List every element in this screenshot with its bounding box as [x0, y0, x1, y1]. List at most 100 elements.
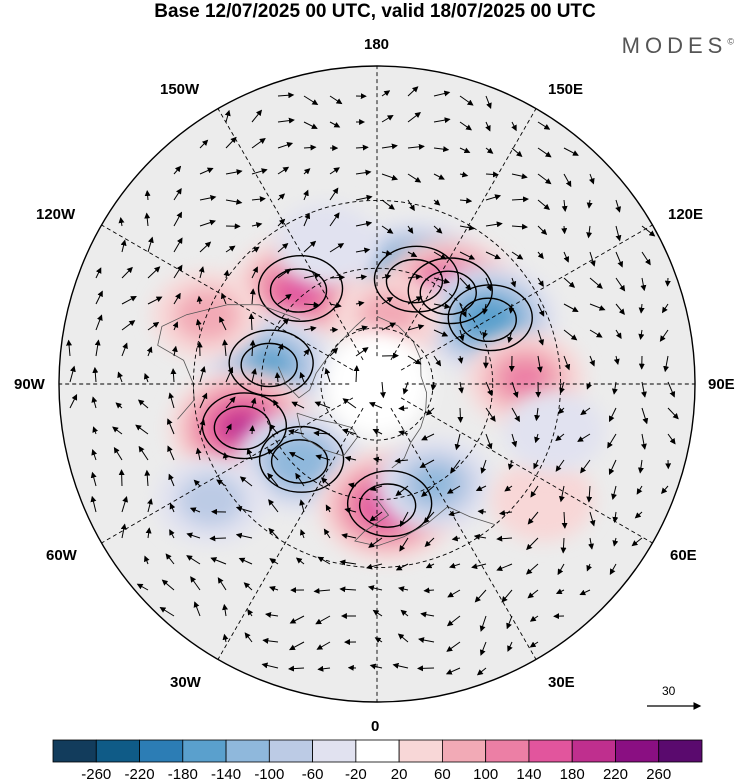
wind-arrow [143, 372, 150, 383]
wind-arrow [379, 381, 386, 399]
wind-arrow [147, 321, 160, 331]
wind-arrow [667, 407, 679, 420]
wind-arrow [173, 237, 183, 253]
wind-arrow [186, 555, 201, 565]
wind-arrow [589, 251, 596, 267]
modes-logo: MODES© [622, 33, 734, 59]
anomaly-center-12 [491, 458, 595, 542]
wind-arrow [251, 368, 257, 383]
wind-arrow [295, 557, 305, 565]
colorbar-tick: 100 [473, 766, 499, 783]
wind-arrow [637, 459, 644, 474]
wind-arrow [511, 407, 520, 423]
wind-arrow [458, 329, 465, 342]
wind-arrow [537, 147, 552, 158]
wind-arrow [631, 537, 643, 547]
wind-arrow [199, 139, 209, 149]
wind-arrow [325, 504, 332, 513]
wind-arrow [407, 111, 421, 123]
wind-arrow [95, 267, 102, 279]
coastline-segment [376, 316, 428, 469]
contour-line [258, 425, 345, 493]
wind-arrow [223, 269, 230, 279]
wind-arrow [607, 433, 617, 449]
wind-arrow [511, 173, 528, 180]
wind-arrow [341, 533, 357, 539]
wind-arrow [563, 329, 578, 341]
wind-arrow [445, 667, 461, 675]
wind-arrow [277, 117, 295, 124]
label-90w: 90W [14, 376, 45, 393]
wind-arrow [482, 329, 488, 339]
contour-line [346, 470, 433, 538]
wind-arrow [485, 121, 491, 132]
wind-arrow [407, 355, 422, 365]
wind-arrow [267, 448, 279, 461]
wind-arrow [303, 189, 309, 201]
wind-arrow [418, 637, 435, 643]
wind-arrow [381, 250, 393, 256]
wind-arrow [121, 296, 137, 305]
wind-arrow [507, 641, 513, 652]
wind-arrow [563, 173, 572, 188]
meridian-line [101, 224, 354, 371]
wind-arrow [485, 251, 501, 260]
wind-arrow [146, 346, 153, 357]
wind-arrow [220, 292, 227, 305]
wind-arrow [355, 325, 368, 332]
wind-arrow [249, 425, 256, 435]
wind-arrow [198, 266, 205, 279]
colorbar-segment [441, 739, 487, 763]
wind-arrow [235, 532, 253, 539]
wind-arrow [247, 608, 254, 617]
wind-arrow [250, 397, 257, 409]
wind-arrow [91, 396, 98, 409]
wind-arrow [251, 222, 263, 228]
wind-arrow [485, 407, 496, 422]
wind-arrow [420, 611, 435, 618]
wind-arrow [222, 603, 229, 617]
wind-arrow [171, 345, 178, 357]
wind-arrow [459, 197, 473, 204]
anomaly-center-11 [156, 456, 266, 544]
wind-arrow [395, 485, 409, 497]
wind-arrow [485, 277, 492, 292]
wind-arrow [533, 459, 539, 470]
wind-arrow [398, 430, 409, 436]
wind-arrow [588, 173, 595, 185]
wind-arrow [501, 589, 513, 603]
wind-arrow [480, 459, 487, 474]
colorbar-segment [571, 739, 616, 763]
wind-arrow [303, 144, 317, 151]
wind-arrow [589, 355, 595, 367]
wind-arrow [527, 511, 539, 525]
wind-arrow [225, 423, 232, 435]
colorbar-segment [528, 739, 573, 763]
wind-arrow [446, 641, 461, 652]
wind-arrow [195, 447, 202, 461]
wind-arrow [341, 428, 357, 435]
wind-arrow [235, 505, 253, 513]
wind-arrow [145, 527, 152, 539]
wind-arrow [563, 303, 579, 312]
wind-arrow [577, 433, 591, 442]
wind-arrow [353, 365, 360, 383]
wind-arrow [529, 615, 539, 622]
wind-arrow [289, 641, 305, 651]
wind-arrow [407, 324, 425, 331]
wind-arrow [559, 381, 565, 394]
wind-arrow [355, 169, 372, 176]
anomaly-center-15 [274, 203, 378, 286]
wind-arrow [433, 277, 450, 284]
wind-arrow [274, 372, 281, 383]
colorbar-segment [615, 739, 660, 763]
wind-arrow [167, 445, 175, 461]
wind-arrow [395, 563, 409, 571]
wind-arrow [195, 318, 202, 331]
wind-arrow [121, 342, 128, 357]
wind-arrow [459, 121, 473, 131]
wind-arrow [288, 665, 305, 672]
wind-arrow [399, 537, 409, 552]
wind-arrow [482, 303, 488, 315]
wind-arrow [609, 407, 617, 423]
